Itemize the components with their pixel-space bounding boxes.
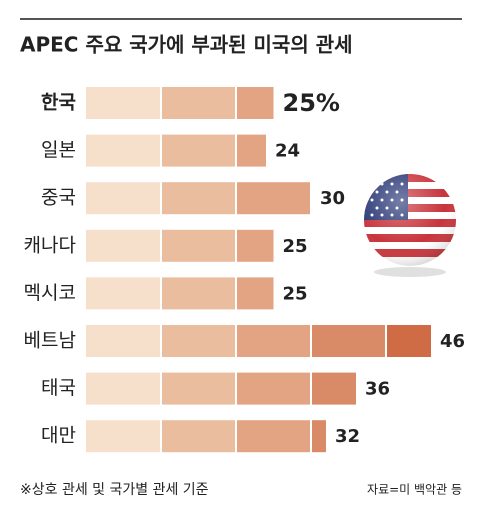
us-flag-globe: [364, 174, 456, 277]
bar: [86, 134, 266, 167]
y-tick-label: 태국: [41, 377, 76, 399]
bar: [86, 420, 326, 453]
value-label: 25%: [283, 89, 340, 117]
y-tick-label: 캐나다: [24, 234, 76, 256]
y-tick-label: 한국: [41, 92, 76, 114]
value-label: 25: [283, 236, 308, 257]
value-label: 36: [365, 379, 390, 400]
value-label: 25: [283, 283, 308, 304]
value-label: 46: [440, 331, 465, 352]
bar: [86, 372, 356, 405]
y-tick-label: 일본: [41, 139, 76, 161]
value-label: 32: [335, 426, 360, 447]
source: 자료=미 백악관 등: [367, 483, 462, 497]
bar: [86, 182, 311, 215]
bar: [86, 277, 274, 310]
chart-title: APEC 주요 국가에 부과된 미국의 관세: [20, 33, 353, 57]
y-tick-label: 멕시코: [24, 282, 76, 304]
bar: [86, 87, 274, 119]
y-tick-label: 대만: [41, 425, 76, 447]
y-tick-label: 중국: [41, 187, 76, 209]
value-label: 24: [275, 141, 300, 162]
y-tick-label: 베트남: [24, 330, 76, 352]
value-label: 30: [320, 188, 345, 209]
footnote: ※상호 관세 및 국가별 관세 기준: [20, 482, 209, 498]
bar: [86, 325, 431, 357]
bar: [86, 229, 274, 262]
